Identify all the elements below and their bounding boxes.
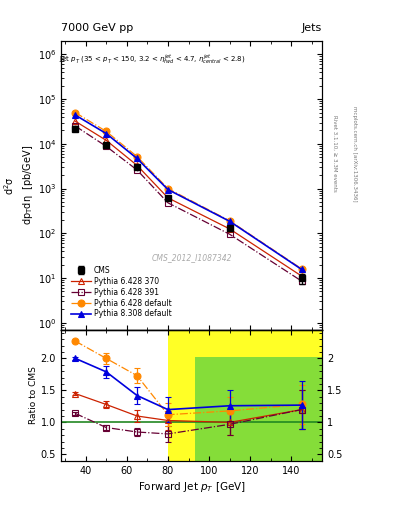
Line: Pythia 6.428 370: Pythia 6.428 370 [73,118,305,279]
Legend: CMS, Pythia 6.428 370, Pythia 6.428 391, Pythia 6.428 default, Pythia 8.308 defa: CMS, Pythia 6.428 370, Pythia 6.428 391,… [70,264,173,320]
Pythia 6.428 391 [165,200,170,206]
Pythia 8.308 default [73,112,78,118]
Y-axis label: $\mathsf{d^2\sigma}$
$\mathsf{dp_T d\eta}$  [pb/GeV]: $\mathsf{d^2\sigma}$ $\mathsf{dp_T d\eta… [2,145,35,225]
Pythia 6.428 370 [165,195,170,201]
Pythia 8.308 default [227,218,232,224]
Pythia 6.428 default [227,218,232,224]
X-axis label: Forward Jet $p_T$ [GeV]: Forward Jet $p_T$ [GeV] [138,480,246,494]
Pythia 6.428 391 [104,143,108,150]
Text: CMS_2012_I1087342: CMS_2012_I1087342 [151,253,232,262]
Line: Pythia 6.428 391: Pythia 6.428 391 [73,123,305,284]
Pythia 6.428 370 [73,118,78,124]
Pythia 6.428 default [299,266,304,272]
Bar [168,330,322,461]
Text: Jets: Jets [302,23,322,33]
Bar [195,357,322,461]
Pythia 6.428 370 [135,162,140,168]
Pythia 8.308 default [165,186,170,193]
Pythia 8.308 default [135,156,140,162]
Pythia 6.428 370 [227,226,232,232]
Line: Pythia 6.428 default: Pythia 6.428 default [72,109,305,272]
Pythia 6.428 391 [227,231,232,238]
Pythia 8.308 default [299,266,304,272]
Pythia 6.428 default [104,129,108,135]
Text: Rivet 3.1.10, ≥ 3.3M events: Rivet 3.1.10, ≥ 3.3M events [332,115,337,192]
Pythia 6.428 391 [299,278,304,284]
Pythia 6.428 370 [299,273,304,279]
Pythia 6.428 default [73,110,78,116]
Pythia 6.428 391 [135,167,140,173]
Text: mcplots.cern.ch [arXiv:1306.3436]: mcplots.cern.ch [arXiv:1306.3436] [352,106,357,201]
Pythia 8.308 default [104,131,108,137]
Pythia 6.428 370 [104,137,108,143]
Pythia 6.428 391 [73,123,78,129]
Pythia 6.428 default [135,154,140,160]
Line: Pythia 8.308 default: Pythia 8.308 default [73,112,305,272]
Pythia 6.428 default [165,185,170,191]
Y-axis label: Ratio to CMS: Ratio to CMS [29,366,38,424]
Text: 7000 GeV pp: 7000 GeV pp [61,23,133,33]
Text: Jet $p_T$ (35 < $p_T$ < 150, 3.2 < $\eta^{jet}_{fwd}$ < 4.7, $\eta^{jet}_{centra: Jet $p_T$ (35 < $p_T$ < 150, 3.2 < $\eta… [59,53,246,67]
